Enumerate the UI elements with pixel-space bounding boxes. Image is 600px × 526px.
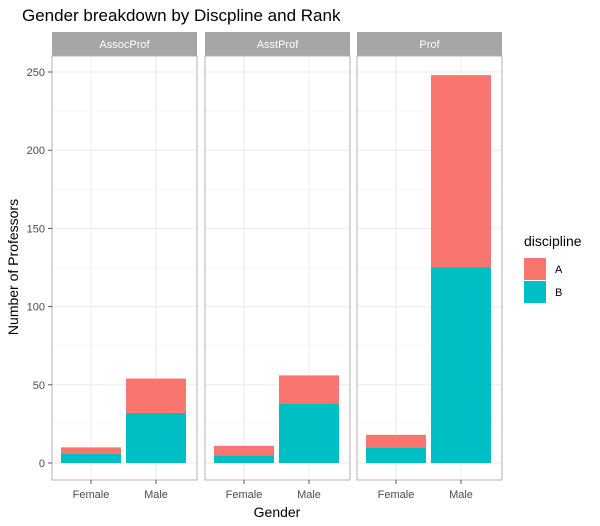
x-tick-label: Male (297, 489, 321, 501)
legend-label-a: A (555, 264, 563, 276)
x-axis-title: Gender (254, 504, 301, 520)
bar-segment-b-male (126, 412, 186, 463)
bar-segment-a-male (279, 375, 339, 404)
facet-panel-prof: Prof Female Male (356, 32, 503, 501)
facet-panel-border (356, 55, 503, 481)
y-axis-title: Number of Professors (5, 199, 21, 335)
facet-strip-label: AssocProf (99, 39, 150, 51)
bar-segment-b-male (279, 403, 339, 463)
y-axis: 0 50 100 150 200 250 (27, 67, 52, 470)
facet-strip-label: Prof (419, 39, 440, 51)
legend-title: discipline (524, 233, 582, 249)
x-tick-label: Male (144, 489, 168, 501)
facet-panel-asstprof: AsstProf Female Male (204, 32, 351, 501)
bar-segment-a-female (61, 447, 121, 454)
facet-panel-border (51, 55, 198, 481)
x-tick-label: Male (449, 489, 473, 501)
y-tick-label: 0 (39, 458, 45, 470)
y-tick-label: 100 (27, 302, 45, 314)
legend-key-a (524, 258, 546, 280)
legend-key-b (524, 281, 546, 303)
x-tick-label: Female (226, 489, 263, 501)
facet-strip (52, 32, 197, 56)
bar-segment-a-male (126, 378, 186, 413)
facet-strip (357, 32, 502, 56)
y-tick-label: 250 (27, 67, 45, 79)
y-tick-label: 50 (33, 380, 45, 392)
bar-segment-a-male (431, 75, 491, 268)
legend-label-b: B (555, 287, 562, 299)
legend: discipline AB (524, 233, 582, 303)
bar-segment-b-male (431, 267, 491, 463)
bar-segment-a-female (214, 445, 274, 456)
bar-segment-b-female (61, 453, 121, 463)
y-tick-label: 150 (27, 223, 45, 235)
bar-segment-b-female (366, 447, 426, 463)
chart-title: Gender breakdown by Discpline and Rank (22, 6, 341, 25)
bar-segment-b-female (214, 455, 274, 463)
y-tick-label: 200 (27, 145, 45, 157)
facet-panel-border (204, 55, 351, 481)
x-tick-label: Female (73, 489, 110, 501)
facet-strip (205, 32, 350, 56)
facet-panel-assocprof: AssocProf Female Male (51, 32, 198, 501)
x-tick-label: Female (378, 489, 415, 501)
bar-segment-a-female (366, 434, 426, 448)
facet-strip-label: AsstProf (257, 39, 300, 51)
